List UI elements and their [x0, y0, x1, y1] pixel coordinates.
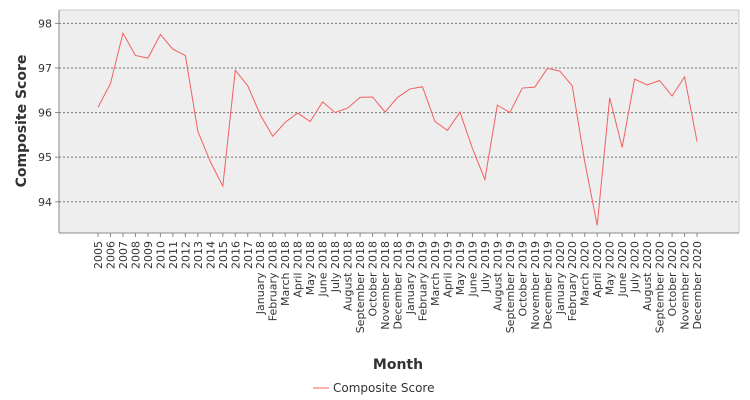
x-tick-label: 2016 [229, 241, 242, 269]
x-tick-label: March 2018 [279, 241, 292, 306]
y-tick-label: 96 [38, 107, 52, 120]
y-axis-ticks: 94 95 96 97 98 [38, 17, 59, 209]
x-tick-label: October 2020 [666, 241, 679, 317]
x-tick-label: September 2018 [354, 241, 367, 333]
y-tick-label: 94 [38, 196, 52, 209]
x-tick-label: July 2019 [479, 241, 492, 293]
x-tick-label: June 2019 [466, 241, 479, 297]
x-tick-label: 2015 [217, 241, 230, 269]
series-line-composite-score [97, 31, 698, 226]
x-tick-label: September 2019 [504, 241, 517, 333]
x-tick-label: April 2018 [292, 241, 305, 298]
x-tick-label: May 2019 [454, 241, 467, 295]
x-tick-label: 2013 [192, 241, 205, 269]
x-tick-label: March 2020 [579, 241, 592, 306]
y-tick-label: 97 [38, 62, 52, 75]
y-tick-label: 95 [38, 151, 52, 164]
x-tick-label: 2017 [242, 241, 255, 269]
x-tick-label: February 2020 [566, 241, 579, 321]
x-tick-label: September 2020 [654, 241, 667, 333]
x-tick-label: November 2020 [679, 241, 692, 330]
x-tick-label: June 2020 [616, 241, 629, 297]
x-tick-label: 2008 [129, 241, 142, 269]
x-tick-label: August 2018 [342, 241, 355, 311]
x-tick-label: October 2018 [367, 241, 380, 317]
y-tick-label: 98 [38, 17, 52, 30]
x-axis-title: Month [373, 357, 423, 373]
legend: Composite Score [313, 381, 434, 395]
plot-background [59, 10, 739, 233]
x-tick-label: July 2018 [329, 241, 342, 293]
x-tick-label: 2006 [104, 241, 117, 269]
x-tick-label: 2012 [179, 241, 192, 269]
x-tick-label: April 2020 [591, 241, 604, 298]
x-tick-label: March 2019 [429, 241, 442, 306]
x-tick-label: June 2018 [317, 241, 330, 297]
x-tick-label: 2011 [167, 241, 180, 269]
x-tick-label: November 2019 [529, 241, 542, 330]
x-tick-label: 2009 [142, 241, 155, 269]
x-tick-label: August 2020 [641, 241, 654, 311]
x-tick-label: February 2018 [267, 241, 280, 321]
x-tick-label: July 2020 [629, 241, 642, 293]
x-tick-label: 2005 [92, 241, 105, 269]
x-tick-label: April 2019 [441, 241, 454, 298]
x-tick-label: May 2020 [604, 241, 617, 295]
x-tick-label: January 2020 [554, 241, 567, 315]
x-tick-label: February 2019 [416, 241, 429, 321]
x-axis-ticks: 2005 2006 2007 2008 2009 2010 2011 2012 2013 2014… [92, 233, 704, 333]
x-tick-label: January 2019 [404, 241, 417, 315]
x-tick-label: 2007 [117, 241, 130, 269]
x-tick-label: December 2019 [541, 241, 554, 330]
x-tick-label: 2010 [154, 241, 167, 269]
x-tick-label: December 2018 [392, 241, 405, 330]
x-tick-label: November 2018 [379, 241, 392, 330]
x-tick-label: December 2020 [691, 241, 704, 330]
x-tick-label: January 2018 [254, 241, 267, 315]
x-tick-label: August 2019 [491, 241, 504, 311]
gridlines [59, 22, 739, 203]
x-tick-label: 2014 [204, 241, 217, 269]
x-tick-label: October 2019 [516, 241, 529, 317]
legend-label: Composite Score [333, 381, 434, 395]
y-axis-title: Composite Score [14, 55, 30, 188]
x-tick-label: May 2018 [304, 241, 317, 295]
